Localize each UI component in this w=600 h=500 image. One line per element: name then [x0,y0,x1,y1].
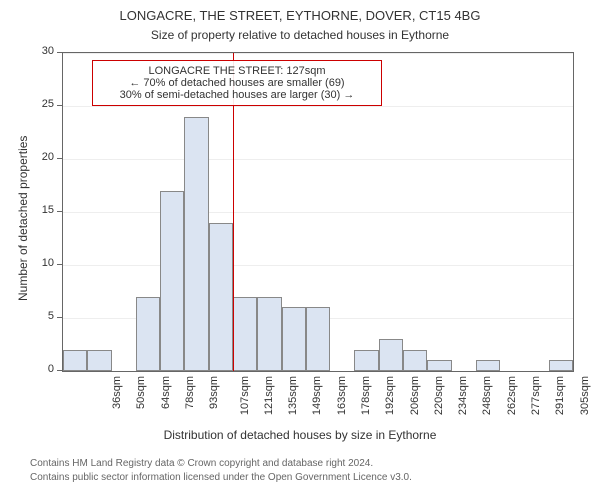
y-tick-label: 20 [28,151,54,163]
y-tick-label: 30 [28,45,54,57]
histogram-bar [476,360,500,371]
annotation-line: LONGACRE THE STREET: 127sqm [99,65,375,77]
histogram-bar [427,360,451,371]
y-tick [57,105,62,106]
x-tick-label: 135sqm [287,376,299,415]
x-tick-label: 262sqm [506,376,518,415]
annotation-line: 30% of semi-detached houses are larger (… [99,89,375,101]
y-tick-label: 25 [28,98,54,110]
x-tick-label: 206sqm [409,376,421,415]
x-tick-label: 64sqm [160,376,172,409]
x-tick-label: 248sqm [482,376,494,415]
x-tick-label: 107sqm [239,376,251,415]
y-tick [57,264,62,265]
chart-title-main: LONGACRE, THE STREET, EYTHORNE, DOVER, C… [0,8,600,23]
x-tick-label: 36sqm [111,376,123,409]
grid-line [63,53,573,54]
y-tick-label: 0 [28,363,54,375]
x-tick-label: 192sqm [384,376,396,415]
histogram-bar [354,350,378,371]
x-tick-label: 93sqm [208,376,220,409]
x-tick-label: 149sqm [312,376,324,415]
x-tick-label: 305sqm [579,376,591,415]
grid-line [63,159,573,160]
y-tick [57,370,62,371]
histogram-bar [257,297,281,371]
histogram-bar [184,117,208,371]
histogram-bar [63,350,87,371]
chart-title-sub: Size of property relative to detached ho… [0,28,600,42]
footer-line-2: Contains public sector information licen… [30,472,412,483]
y-tick-label: 15 [28,204,54,216]
x-tick-label: 178sqm [360,376,372,415]
x-tick-label: 50sqm [135,376,147,409]
annotation-box: LONGACRE THE STREET: 127sqm← 70% of deta… [92,60,382,106]
y-tick [57,317,62,318]
y-tick-label: 10 [28,257,54,269]
grid-line [63,265,573,266]
histogram-bar [209,223,233,371]
histogram-bar [306,307,330,371]
x-axis-label: Distribution of detached houses by size … [0,428,600,442]
histogram-bar [282,307,306,371]
x-tick-label: 277sqm [530,376,542,415]
annotation-line: ← 70% of detached houses are smaller (69… [99,77,375,89]
histogram-bar [379,339,403,371]
x-tick-label: 163sqm [336,376,348,415]
histogram-bar [233,297,257,371]
histogram-bar [87,350,111,371]
x-tick-label: 121sqm [263,376,275,415]
x-tick-label: 291sqm [554,376,566,415]
histogram-bar [160,191,184,371]
histogram-bar [136,297,160,371]
histogram-bar [403,350,427,371]
x-tick-label: 234sqm [457,376,469,415]
x-tick-label: 220sqm [433,376,445,415]
footer-line-1: Contains HM Land Registry data © Crown c… [30,458,373,469]
y-tick [57,211,62,212]
histogram-bar [549,360,573,371]
grid-line [63,212,573,213]
y-tick [57,52,62,53]
y-tick-label: 5 [28,310,54,322]
y-tick [57,158,62,159]
grid-line [63,106,573,107]
x-tick-label: 78sqm [184,376,196,409]
